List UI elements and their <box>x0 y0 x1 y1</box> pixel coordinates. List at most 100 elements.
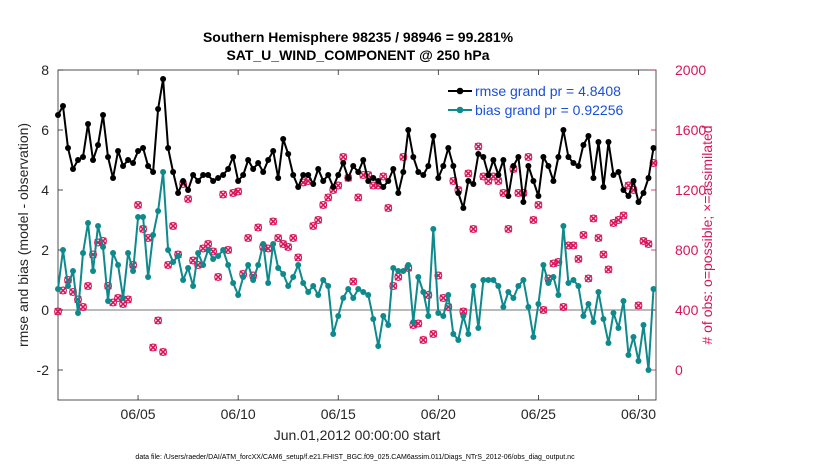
obs-assimilated-marker <box>204 240 212 248</box>
bias-point <box>560 223 567 229</box>
obs-possible-marker <box>589 214 598 223</box>
rmse-point <box>170 169 177 175</box>
obs-possible-marker <box>464 169 473 178</box>
obs-possible-marker <box>554 258 563 266</box>
bias-point <box>650 286 657 292</box>
obs-assimilated-marker <box>79 303 87 311</box>
x-tick-label: 06/05 <box>121 406 156 422</box>
rmse-point <box>595 139 602 145</box>
obs-possible-marker <box>574 255 583 263</box>
obs-assimilated-marker <box>524 153 533 161</box>
obs-assimilated-marker <box>494 177 503 185</box>
bias-point <box>420 289 427 295</box>
rmse-point <box>325 172 332 178</box>
bias-point <box>240 274 247 280</box>
rmse-point <box>520 199 527 205</box>
rmse-point <box>590 175 597 181</box>
y-tick-label-right: 400 <box>675 302 699 318</box>
rmse-point <box>425 163 432 169</box>
obs-assimilated-marker <box>574 255 583 263</box>
y-tick-label-right: 0 <box>675 362 683 378</box>
bias-point <box>475 325 482 331</box>
rmse-point <box>635 199 642 205</box>
rmse-point <box>205 172 212 178</box>
rmse-point <box>130 160 137 166</box>
obs-assimilated-marker <box>589 214 598 223</box>
obs-assimilated-marker <box>184 195 192 203</box>
bias-point <box>470 283 477 289</box>
obs-assimilated-marker <box>579 231 588 239</box>
obs-possible-marker <box>324 193 333 202</box>
rmse-point <box>340 160 347 166</box>
rmse-point <box>560 127 567 133</box>
chart-title: Southern Hemisphere 98235 / 98946 = 99.2… <box>203 29 514 45</box>
rmse-point <box>335 172 342 178</box>
bias-point <box>440 313 447 319</box>
rmse-point <box>305 172 312 178</box>
rmse-point <box>390 166 397 172</box>
obs-assimilated-marker <box>84 282 92 290</box>
bias-point <box>510 295 517 301</box>
y-tick-label: 4 <box>41 182 49 198</box>
bias-point <box>215 253 222 259</box>
x-tick-label: 06/10 <box>221 406 256 422</box>
obs-possible-marker <box>474 142 483 151</box>
rmse-point <box>400 169 407 175</box>
bias-point <box>70 268 77 274</box>
rmse-point <box>475 151 482 157</box>
obs-possible-marker <box>169 222 178 230</box>
bias-point <box>415 274 422 280</box>
rmse-point <box>200 172 207 178</box>
bias-point <box>530 334 537 340</box>
obs-possible-marker <box>274 234 283 242</box>
rmse-point <box>600 184 607 190</box>
obs-assimilated-marker <box>469 225 478 233</box>
obs-possible-marker <box>284 243 293 251</box>
bias-point <box>200 262 207 268</box>
rmse-point <box>105 154 112 160</box>
bias-point <box>435 310 442 316</box>
rmse-point <box>370 175 377 181</box>
obs-assimilated-marker <box>529 216 538 224</box>
bias-point <box>320 277 327 283</box>
y-axis-ticks-right: 0 400 800 1200 1600 2000 <box>651 62 706 378</box>
obs-assimilated-marker <box>114 294 122 302</box>
bias-point <box>485 277 492 283</box>
obs-assimilated-marker <box>429 330 438 338</box>
rmse-point <box>175 190 182 196</box>
obs-possible-marker <box>579 231 588 239</box>
rmse-point <box>420 172 427 178</box>
obs-assimilated-marker <box>149 343 157 352</box>
bias-point <box>425 313 432 319</box>
bias-point <box>570 277 577 283</box>
bias-point <box>265 280 272 286</box>
obs-possible-marker <box>499 189 508 197</box>
rmse-point <box>500 157 507 163</box>
rmse-point <box>485 172 492 178</box>
obs-assimilated-marker <box>619 211 628 220</box>
rmse-point <box>245 157 252 163</box>
rmse-point <box>230 154 237 160</box>
rmse-point <box>525 163 532 169</box>
y-tick-label-right: 1200 <box>675 182 706 198</box>
data-series <box>55 76 657 373</box>
rmse-point <box>585 133 592 139</box>
obs-possible-marker <box>504 225 513 233</box>
obs-assimilated-marker <box>289 234 297 242</box>
bias-point <box>260 241 267 247</box>
rmse-point <box>365 178 372 184</box>
x-tick-label: 06/15 <box>321 406 356 422</box>
rmse-point <box>450 163 457 169</box>
bias-point <box>180 277 187 283</box>
bias-point <box>290 274 297 280</box>
obs-assimilated-marker <box>309 222 317 230</box>
bias-point <box>195 250 202 256</box>
bias-point <box>350 295 357 301</box>
bias-point <box>345 286 352 292</box>
rmse-point <box>460 205 467 211</box>
bias-point <box>115 262 122 268</box>
obs-possible-marker <box>149 343 158 352</box>
obs-possible-marker <box>104 282 112 290</box>
obs-possible-marker <box>134 201 143 209</box>
rmse-series-line <box>57 78 655 209</box>
